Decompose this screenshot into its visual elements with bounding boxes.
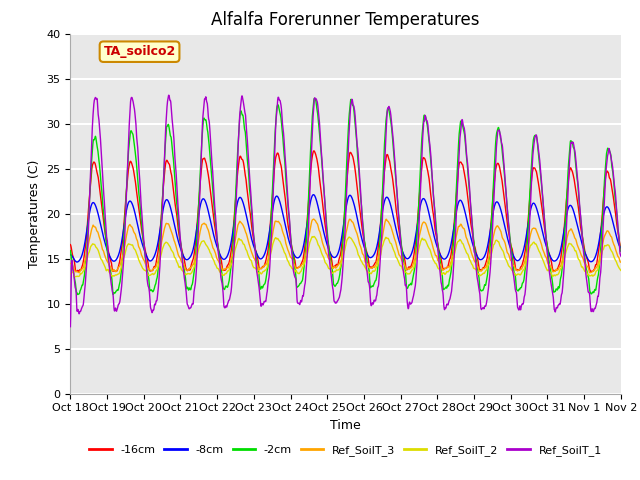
X-axis label: Time: Time xyxy=(330,419,361,432)
Legend: -16cm, -8cm, -2cm, Ref_SoilT_3, Ref_SoilT_2, Ref_SoilT_1: -16cm, -8cm, -2cm, Ref_SoilT_3, Ref_Soil… xyxy=(85,440,606,460)
Text: TA_soilco2: TA_soilco2 xyxy=(104,45,175,58)
Y-axis label: Temperatures (C): Temperatures (C) xyxy=(28,159,41,268)
Title: Alfalfa Forerunner Temperatures: Alfalfa Forerunner Temperatures xyxy=(211,11,480,29)
